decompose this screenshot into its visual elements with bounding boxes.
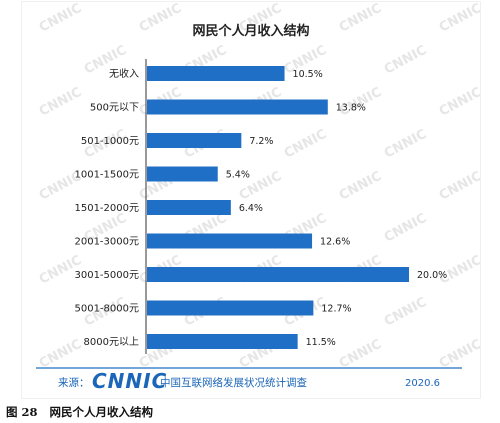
watermark-text: CNNIC: [382, 211, 429, 246]
source-label: 来源：: [58, 376, 90, 389]
bar: [147, 267, 409, 282]
value-label: 5.4%: [226, 170, 250, 181]
figure-caption: 图 28 网民个人月收入结构: [6, 404, 165, 420]
value-label: 7.2%: [249, 136, 273, 147]
bar: [147, 66, 285, 81]
watermark-text: CNNIC: [437, 85, 480, 120]
watermark-text: CNNIC: [437, 337, 480, 372]
watermark-text: CNNIC: [437, 2, 480, 36]
watermark-text: CNNIC: [382, 127, 429, 162]
bar: [147, 200, 231, 215]
value-label: 12.6%: [320, 237, 350, 248]
value-label: 20.0%: [417, 270, 447, 281]
watermark-text: CNNIC: [37, 2, 84, 36]
value-label: 6.4%: [239, 203, 263, 214]
category-label: 8000元以上: [84, 336, 139, 348]
category-label: 3001-5000元: [74, 270, 139, 281]
watermark-text: CNNIC: [437, 169, 480, 204]
category-label: 5001-8000元: [74, 304, 139, 315]
watermark-text: CNNIC: [137, 2, 184, 36]
bar: [147, 166, 218, 182]
watermark-text: CNNIC: [282, 127, 329, 162]
chart-figure: CNNIC CNNIC CNNIC CNNIC CNNIC CNNIC CNNIC CNNIC…: [22, 2, 480, 398]
value-label: 11.5%: [306, 337, 336, 348]
watermark-text: CNNIC: [337, 337, 384, 372]
watermark-text: CNNIC: [37, 337, 84, 372]
cnnic-logo: CNNIC: [92, 369, 167, 393]
source-organization: 中国互联网络发展状况统计调查: [160, 376, 307, 389]
watermark-text: CNNIC: [337, 169, 384, 204]
source-date: 2020.6: [405, 378, 440, 389]
bar: [147, 300, 314, 316]
category-label: 500元以下: [90, 103, 139, 114]
category-label: 1001-1500元: [74, 170, 139, 181]
bar: [147, 133, 242, 148]
chart-title: 网民个人月收入结构: [192, 23, 309, 39]
category-label: 1501-2000元: [74, 203, 139, 214]
figure-caption-text: 网民个人月收入结构: [49, 405, 154, 419]
category-label: 无收入: [109, 67, 139, 80]
watermark-text: CNNIC: [37, 85, 84, 120]
bar: [147, 334, 298, 349]
bars-layer: 无收入 10.5% 500元以下 13.8% 501-1000元 7.2% 1001-150…: [74, 66, 447, 349]
bar: [147, 233, 313, 249]
category-label: 501-1000元: [81, 136, 139, 147]
watermark-text: CNNIC: [382, 43, 429, 78]
value-label: 10.5%: [293, 69, 323, 80]
value-label: 12.7%: [321, 304, 351, 315]
figure-number: 图 28: [6, 405, 38, 419]
value-label: 13.8%: [336, 103, 366, 114]
category-label: 2001-3000元: [74, 237, 139, 248]
bar: [147, 99, 328, 115]
watermark-text: CNNIC: [337, 2, 384, 36]
watermark-text: CNNIC: [382, 295, 429, 330]
